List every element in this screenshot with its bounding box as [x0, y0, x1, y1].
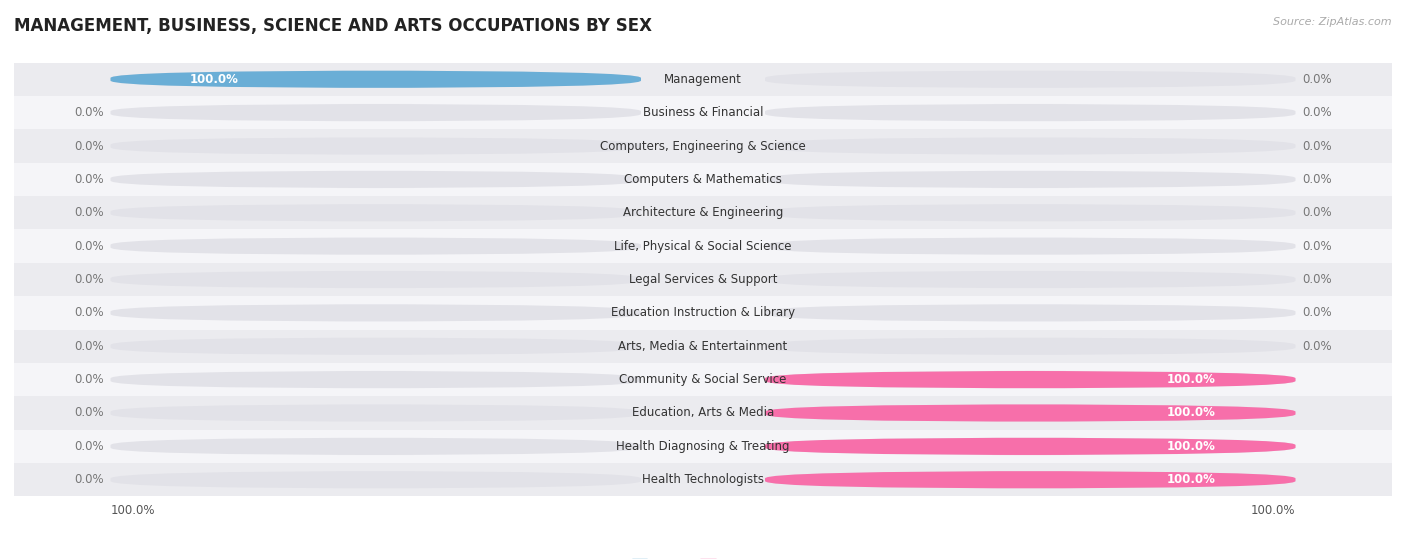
Text: 0.0%: 0.0%	[75, 240, 104, 253]
FancyBboxPatch shape	[111, 371, 641, 389]
FancyBboxPatch shape	[765, 371, 1295, 389]
Bar	[14, 96, 1392, 129]
Text: 100.0%: 100.0%	[1167, 373, 1216, 386]
Text: 0.0%: 0.0%	[1302, 140, 1331, 153]
Text: 100.0%: 100.0%	[1167, 473, 1216, 486]
FancyBboxPatch shape	[765, 304, 1295, 321]
Bar	[14, 430, 1392, 463]
Text: 0.0%: 0.0%	[75, 173, 104, 186]
Text: 0.0%: 0.0%	[1302, 273, 1331, 286]
Legend: Male, Female: Male, Female	[626, 553, 780, 559]
Bar	[14, 63, 1392, 96]
Text: Computers, Engineering & Science: Computers, Engineering & Science	[600, 140, 806, 153]
Text: 0.0%: 0.0%	[1302, 106, 1331, 119]
Text: 0.0%: 0.0%	[1302, 73, 1331, 86]
Text: 0.0%: 0.0%	[1302, 173, 1331, 186]
Text: 0.0%: 0.0%	[75, 340, 104, 353]
Text: Health Technologists: Health Technologists	[643, 473, 763, 486]
Text: 0.0%: 0.0%	[1302, 240, 1331, 253]
Text: 100.0%: 100.0%	[190, 73, 239, 86]
Bar	[14, 396, 1392, 430]
FancyBboxPatch shape	[765, 138, 1295, 155]
FancyBboxPatch shape	[765, 371, 1295, 389]
Bar	[14, 229, 1392, 263]
Bar	[14, 463, 1392, 496]
Text: Business & Financial: Business & Financial	[643, 106, 763, 119]
FancyBboxPatch shape	[111, 304, 641, 321]
Text: 100.0%: 100.0%	[111, 504, 155, 517]
FancyBboxPatch shape	[111, 438, 641, 455]
FancyBboxPatch shape	[765, 170, 1295, 188]
Text: Legal Services & Support: Legal Services & Support	[628, 273, 778, 286]
Bar	[14, 263, 1392, 296]
Text: 0.0%: 0.0%	[75, 306, 104, 319]
FancyBboxPatch shape	[765, 471, 1295, 489]
FancyBboxPatch shape	[111, 338, 641, 355]
Text: 0.0%: 0.0%	[75, 440, 104, 453]
FancyBboxPatch shape	[765, 204, 1295, 221]
Bar	[14, 296, 1392, 330]
FancyBboxPatch shape	[765, 338, 1295, 355]
Text: 0.0%: 0.0%	[75, 206, 104, 219]
Text: 0.0%: 0.0%	[75, 140, 104, 153]
FancyBboxPatch shape	[765, 104, 1295, 121]
FancyBboxPatch shape	[111, 271, 641, 288]
FancyBboxPatch shape	[765, 438, 1295, 455]
Bar	[14, 363, 1392, 396]
FancyBboxPatch shape	[111, 70, 641, 88]
FancyBboxPatch shape	[111, 238, 641, 255]
Text: Architecture & Engineering: Architecture & Engineering	[623, 206, 783, 219]
Text: 100.0%: 100.0%	[1167, 406, 1216, 419]
FancyBboxPatch shape	[111, 70, 641, 88]
Text: 0.0%: 0.0%	[1302, 206, 1331, 219]
FancyBboxPatch shape	[765, 471, 1295, 489]
FancyBboxPatch shape	[111, 170, 641, 188]
Text: MANAGEMENT, BUSINESS, SCIENCE AND ARTS OCCUPATIONS BY SEX: MANAGEMENT, BUSINESS, SCIENCE AND ARTS O…	[14, 17, 652, 35]
FancyBboxPatch shape	[765, 271, 1295, 288]
Text: 0.0%: 0.0%	[75, 473, 104, 486]
Bar	[14, 330, 1392, 363]
FancyBboxPatch shape	[111, 471, 641, 489]
FancyBboxPatch shape	[765, 438, 1295, 455]
FancyBboxPatch shape	[765, 404, 1295, 421]
Text: 0.0%: 0.0%	[1302, 306, 1331, 319]
Bar	[14, 163, 1392, 196]
FancyBboxPatch shape	[765, 238, 1295, 255]
Text: Computers & Mathematics: Computers & Mathematics	[624, 173, 782, 186]
Text: 0.0%: 0.0%	[75, 406, 104, 419]
Text: Life, Physical & Social Science: Life, Physical & Social Science	[614, 240, 792, 253]
Text: 0.0%: 0.0%	[1302, 340, 1331, 353]
Text: Education Instruction & Library: Education Instruction & Library	[612, 306, 794, 319]
FancyBboxPatch shape	[111, 204, 641, 221]
Text: Management: Management	[664, 73, 742, 86]
Text: Education, Arts & Media: Education, Arts & Media	[631, 406, 775, 419]
FancyBboxPatch shape	[765, 70, 1295, 88]
Bar	[14, 129, 1392, 163]
Text: 0.0%: 0.0%	[75, 106, 104, 119]
FancyBboxPatch shape	[111, 104, 641, 121]
FancyBboxPatch shape	[765, 404, 1295, 421]
FancyBboxPatch shape	[111, 404, 641, 421]
Text: Community & Social Service: Community & Social Service	[619, 373, 787, 386]
Text: 100.0%: 100.0%	[1167, 440, 1216, 453]
Text: Arts, Media & Entertainment: Arts, Media & Entertainment	[619, 340, 787, 353]
Text: Source: ZipAtlas.com: Source: ZipAtlas.com	[1274, 17, 1392, 27]
Text: 0.0%: 0.0%	[75, 373, 104, 386]
Bar	[14, 196, 1392, 229]
FancyBboxPatch shape	[111, 138, 641, 155]
Text: 0.0%: 0.0%	[75, 273, 104, 286]
Text: 100.0%: 100.0%	[1251, 504, 1295, 517]
Text: Health Diagnosing & Treating: Health Diagnosing & Treating	[616, 440, 790, 453]
